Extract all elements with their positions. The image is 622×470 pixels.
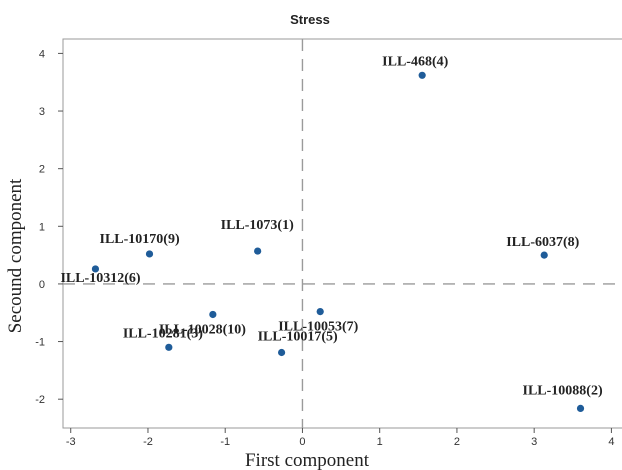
x-axis-label: First component bbox=[245, 450, 370, 470]
data-point bbox=[145, 250, 154, 258]
y-axis-ticks: 4 3 2 1 0 -1 -2 bbox=[35, 48, 63, 406]
x-tick-label: -3 bbox=[66, 436, 76, 448]
data-point bbox=[316, 307, 324, 316]
y-tick-label: 4 bbox=[39, 48, 45, 60]
x-axis-ticks: -3 -2 -1 0 1 2 3 4 bbox=[66, 428, 614, 448]
x-tick-label: 4 bbox=[608, 436, 614, 448]
point-label: ILL-10028(10) bbox=[159, 322, 246, 337]
data-points bbox=[91, 71, 585, 413]
x-tick-label: 0 bbox=[299, 436, 305, 448]
point-label: ILL-10312(6) bbox=[60, 271, 140, 286]
data-point bbox=[576, 404, 585, 413]
data-point bbox=[254, 247, 262, 255]
x-tick-label: -1 bbox=[220, 436, 230, 448]
point-label: ILL-1073(1) bbox=[221, 218, 294, 233]
x-tick-label: -2 bbox=[143, 436, 153, 448]
point-label: ILL-10088(2) bbox=[523, 383, 603, 398]
data-point bbox=[209, 310, 217, 319]
y-tick-label: -2 bbox=[35, 394, 45, 406]
y-tick-label: -1 bbox=[35, 337, 45, 349]
plot-frame bbox=[62, 38, 622, 429]
point-label: ILL-10017(5) bbox=[258, 330, 338, 345]
data-point bbox=[277, 348, 286, 357]
chart-title: Stress bbox=[290, 12, 330, 27]
reference-lines bbox=[63, 39, 622, 428]
y-tick-label: 0 bbox=[39, 279, 45, 291]
y-tick-label: 3 bbox=[39, 106, 45, 118]
point-label: ILL-6037(8) bbox=[506, 235, 579, 250]
y-tick-label: 2 bbox=[39, 164, 45, 176]
point-labels: ILL-468(4) ILL-6037(8) ILL-1073(1) ILL-1017… bbox=[60, 54, 603, 398]
point-label: ILL-468(4) bbox=[382, 54, 448, 69]
data-point bbox=[418, 71, 426, 79]
data-point bbox=[540, 251, 548, 259]
point-label: ILL-10170(9) bbox=[100, 232, 180, 247]
y-axis-label: Secound component bbox=[5, 178, 26, 333]
point-label: ILL-10281(3) bbox=[123, 326, 203, 341]
point-label: ILL-10053(7) bbox=[278, 320, 358, 335]
x-tick-label: 1 bbox=[377, 436, 383, 448]
x-tick-label: 3 bbox=[531, 436, 537, 448]
data-point bbox=[91, 265, 100, 273]
y-tick-label: 1 bbox=[39, 221, 45, 233]
x-tick-label: 2 bbox=[454, 436, 460, 448]
data-point bbox=[165, 343, 173, 351]
